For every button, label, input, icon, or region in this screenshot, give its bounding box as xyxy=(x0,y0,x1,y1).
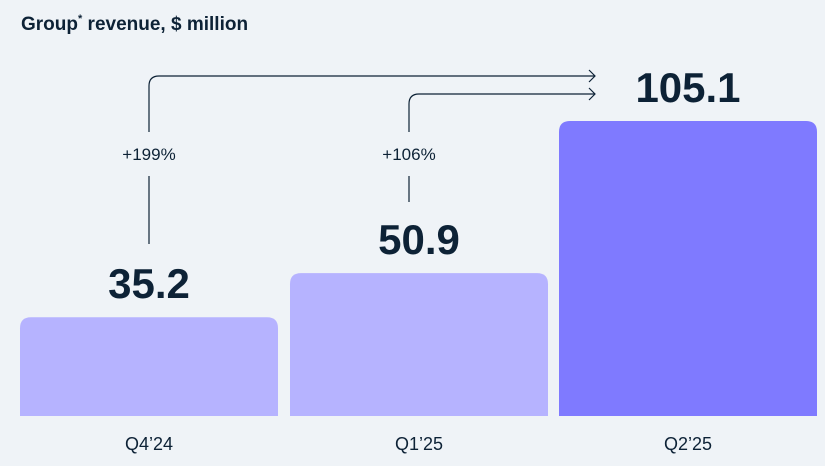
value-label-3: 105.1 xyxy=(635,64,740,111)
chart-title: Group* revenue, $ million xyxy=(21,13,249,36)
category-label-1: Q4’24 xyxy=(125,434,173,454)
growth-connector-1: +199% xyxy=(122,69,596,244)
growth-connector-2: +106% xyxy=(382,87,596,202)
chart-title-suffix: revenue, $ million xyxy=(82,14,249,35)
category-labels-layer: Q4’24 Q1’25 Q2’25 xyxy=(125,434,712,454)
connector-upper-line xyxy=(148,75,595,132)
connector-upper-line xyxy=(408,93,595,132)
growth-label-2: +106% xyxy=(382,145,435,164)
value-label-2: 50.9 xyxy=(378,216,460,263)
bar-3 xyxy=(559,121,817,416)
chart-title-text: Group xyxy=(21,14,78,35)
bar-1 xyxy=(20,317,278,416)
arrowhead-icon xyxy=(588,69,596,83)
arrowhead-icon xyxy=(588,87,596,101)
category-label-3: Q2’25 xyxy=(664,434,712,454)
growth-annotations-layer: +199% +106% xyxy=(122,69,596,244)
value-labels-layer: 35.2 50.9 105.1 xyxy=(108,64,740,307)
value-label-1: 35.2 xyxy=(108,260,190,307)
category-label-2: Q1’25 xyxy=(395,434,443,454)
chart-title-footnote-marker: * xyxy=(78,13,83,25)
bars-layer xyxy=(20,121,817,416)
growth-label-1: +199% xyxy=(122,145,175,164)
bar-2 xyxy=(290,273,548,416)
